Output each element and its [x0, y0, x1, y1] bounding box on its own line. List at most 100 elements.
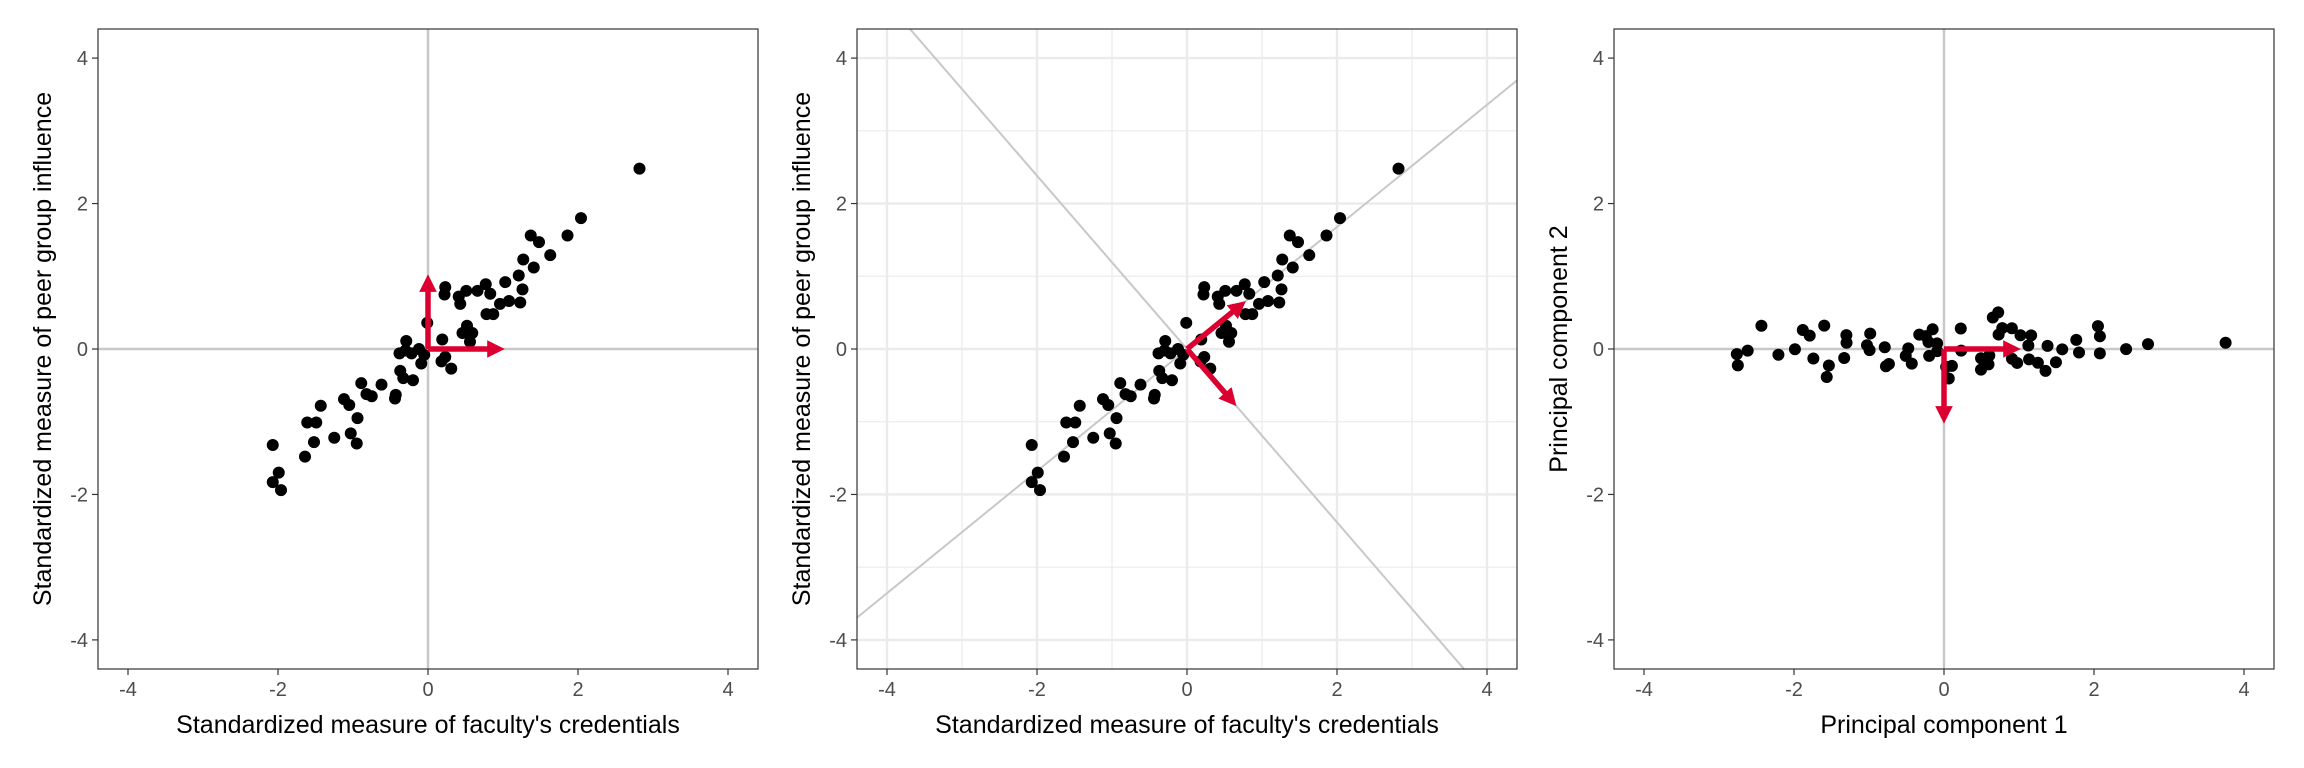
- data-point: [1863, 344, 1876, 357]
- data-point: [1243, 287, 1256, 300]
- data-point: [1031, 466, 1044, 479]
- data-point: [1223, 335, 1235, 348]
- data-point: [1788, 343, 1801, 356]
- data-point: [272, 466, 285, 479]
- data-point: [1102, 399, 1115, 411]
- data-point: [310, 416, 323, 429]
- data-point: [1292, 236, 1304, 249]
- data-point: [1156, 372, 1169, 385]
- data-point: [1919, 330, 1932, 343]
- data-point: [514, 296, 527, 309]
- x-axis-title: Standardized measure of faculty's creden…: [935, 711, 1439, 739]
- data-point: [1392, 162, 1405, 175]
- data-point: [1197, 288, 1210, 301]
- y-tick-label: 2: [77, 194, 88, 216]
- data-point: [328, 431, 341, 444]
- data-point: [544, 249, 557, 262]
- data-point: [1905, 357, 1918, 370]
- data-point: [343, 399, 356, 411]
- data-point: [397, 372, 410, 385]
- y-tick-label: 2: [836, 194, 847, 216]
- x-axis-title: Principal component 1: [1820, 711, 2067, 739]
- data-point: [2014, 329, 2027, 342]
- x-tick-label: -4: [119, 679, 137, 701]
- data-point: [1034, 484, 1046, 497]
- data-point: [1103, 427, 1116, 440]
- data-point: [1159, 335, 1172, 347]
- x-tick-label: -2: [269, 679, 287, 701]
- data-point: [2093, 330, 2106, 343]
- data-point: [527, 261, 540, 274]
- y-tick-label: 0: [77, 339, 88, 361]
- data-point: [350, 437, 363, 450]
- data-point: [2219, 336, 2232, 349]
- x-tick-label: -2: [1028, 679, 1046, 701]
- panel-3: -4 -2 0 2 4 -4 -2 0 2 4 Principal component 1 Princ…: [1545, 28, 2275, 739]
- data-point: [1803, 329, 1816, 342]
- x-axis-title: Standardized measure of faculty's creden…: [176, 711, 680, 739]
- data-point: [1166, 374, 1178, 387]
- data-point: [2025, 329, 2038, 342]
- data-point: [2073, 346, 2086, 359]
- direction-arrow-1: [1185, 301, 1246, 352]
- data-point: [1124, 390, 1137, 403]
- data-point: [436, 333, 449, 346]
- data-point: [2039, 364, 2052, 377]
- data-point: [1879, 360, 1892, 373]
- data-point: [1838, 351, 1851, 364]
- plot-area: [1614, 29, 2274, 669]
- data-point: [487, 308, 500, 321]
- data-point: [275, 484, 287, 497]
- data-point: [1253, 297, 1265, 310]
- data-point: [1822, 359, 1835, 372]
- data-point: [1114, 377, 1127, 390]
- data-point: [2093, 347, 2106, 360]
- data-point: [1109, 437, 1122, 450]
- data-point: [2005, 322, 2018, 335]
- data-point: [439, 351, 452, 363]
- panel-2: -4 -2 0 2 4 -4 -2 0 2 4 Standardized measure of fa…: [788, 28, 1518, 739]
- x-tick-label: 4: [2238, 679, 2249, 701]
- data-point: [314, 399, 327, 412]
- x-tick-label: 4: [1481, 679, 1492, 701]
- x-tick-label: -2: [1785, 679, 1803, 701]
- data-point: [1945, 359, 1958, 372]
- x-tick-label: 0: [422, 679, 433, 701]
- data-point: [464, 335, 476, 348]
- data-point: [1058, 450, 1070, 463]
- y-tick-label: -2: [70, 484, 88, 506]
- data-point: [456, 327, 469, 339]
- y-tick-label: 2: [1593, 194, 1604, 216]
- data-point: [266, 476, 279, 489]
- data-point: [1025, 476, 1038, 489]
- data-point: [2091, 320, 2104, 333]
- y-tick-label: -4: [829, 630, 847, 652]
- data-point: [1069, 416, 1082, 429]
- data-point: [2056, 343, 2069, 356]
- data-point: [516, 283, 529, 296]
- data-point: [351, 412, 364, 425]
- data-point: [524, 229, 537, 242]
- data-point: [1772, 348, 1785, 361]
- data-point: [1273, 296, 1286, 309]
- y-axis-title: Standardized measure of peer group influ…: [29, 92, 57, 606]
- data-point: [1864, 327, 1877, 340]
- data-point: [1755, 319, 1768, 332]
- y-tick-label: -4: [70, 630, 88, 652]
- data-point: [1992, 328, 2005, 341]
- data-point: [1073, 399, 1086, 412]
- y-axis-title: Standardized measure of peer group influ…: [788, 92, 816, 606]
- data-point: [479, 278, 492, 291]
- data-point: [1271, 269, 1284, 282]
- data-point: [1262, 295, 1274, 307]
- data-point: [1741, 344, 1754, 357]
- data-point: [1198, 351, 1211, 363]
- data-point: [1238, 278, 1251, 291]
- data-point: [344, 427, 357, 440]
- data-point: [2070, 333, 2083, 346]
- data-point: [2022, 339, 2035, 352]
- data-point: [1158, 344, 1171, 357]
- data-point: [445, 362, 458, 375]
- y-tick-label: -2: [1586, 484, 1604, 506]
